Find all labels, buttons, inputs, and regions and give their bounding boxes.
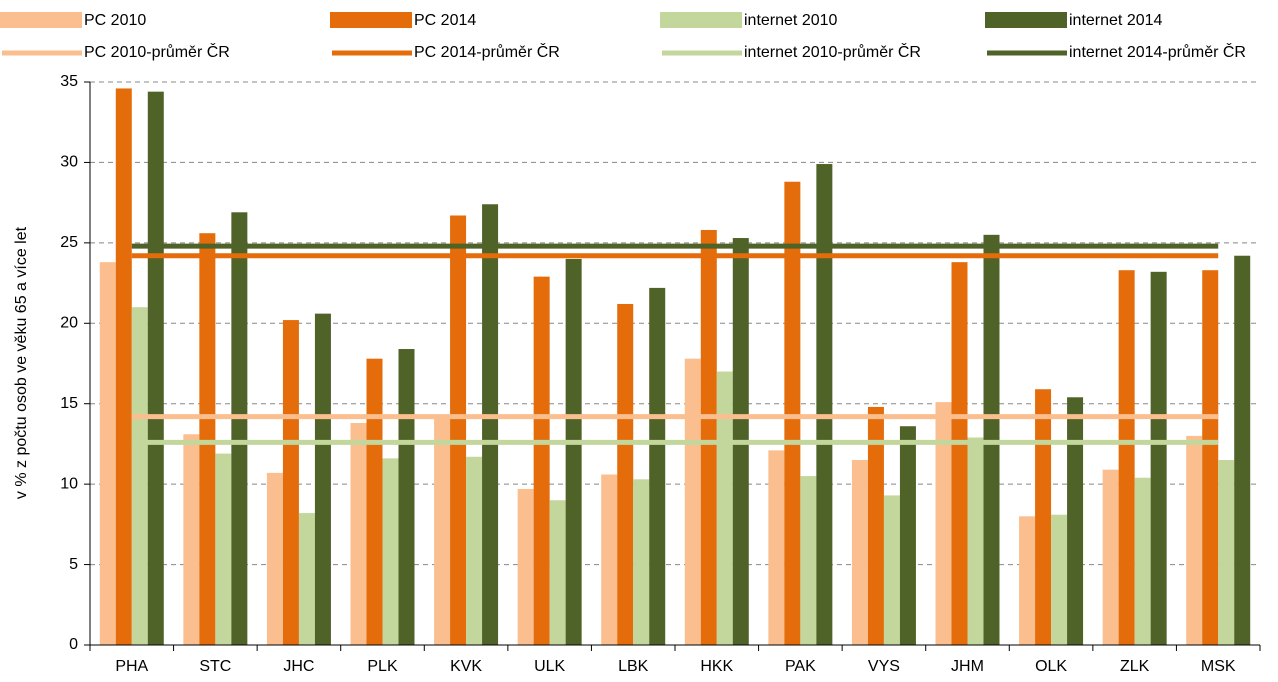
bar [967,437,984,645]
x-tick-label: PHA [115,658,148,675]
bar [816,164,833,645]
bar [398,349,415,645]
bar [266,472,283,645]
bar [1150,271,1167,645]
bar [517,488,534,645]
bar [450,215,467,646]
bar [1234,255,1251,645]
y-tick-label: 35 [60,73,78,90]
bar [1051,514,1068,645]
bar [131,307,148,645]
bar [617,303,634,645]
x-tick-label: LBK [618,658,649,675]
bar [99,262,116,645]
bar [434,414,451,645]
bar [951,262,968,645]
bar [565,258,582,645]
y-tick-label: 10 [60,475,78,492]
bar [231,212,248,645]
legend-label: PC 2010-průměr ČR [84,42,230,61]
legend-label: internet 2014-průměr ČR [1069,42,1246,61]
x-tick-label: STC [199,658,231,675]
bar [298,513,315,645]
x-tick-label: VYS [868,658,900,675]
x-tick-label: PAK [785,658,816,675]
bar [382,458,399,645]
bar [199,233,216,645]
bar [899,426,916,645]
y-tick-label: 30 [60,154,78,171]
legend-label: internet 2010-průměr ČR [744,42,921,61]
y-tick-label: 5 [69,556,78,573]
bar [935,402,952,645]
bar [1118,270,1135,645]
bar [1067,397,1084,645]
bar [867,406,884,645]
legend-label: internet 2010 [744,12,838,29]
y-tick-label: 15 [60,395,78,412]
x-tick-label: KVK [450,658,482,675]
bar [147,91,164,645]
bar [800,476,817,645]
legend-swatch [330,12,412,28]
bar [883,495,900,645]
bar [1218,460,1235,645]
bar [649,287,666,645]
bar [183,434,200,645]
bar [482,204,499,645]
bar [215,453,232,645]
legend-swatch [985,12,1067,28]
bar [1019,516,1036,645]
x-tick-label: ULK [534,658,565,675]
bar [1035,389,1052,645]
bar [466,456,483,645]
bar [700,229,717,645]
legend-swatch [0,12,82,28]
y-tick-label: 0 [69,636,78,653]
bar [768,450,785,645]
bar [784,181,801,645]
bar [716,371,733,645]
bar [633,479,650,645]
x-tick-label: JHM [951,658,984,675]
bar [314,313,331,645]
bar [533,276,550,645]
legend-swatch [660,12,742,28]
bar [282,320,299,645]
y-axis-label: v % z počtu osob ve věku 65 a více let [13,226,30,499]
x-tick-label: OLK [1035,658,1067,675]
bar [1202,270,1219,645]
bar [851,460,868,645]
legend-label: PC 2014-průměr ČR [414,42,560,61]
legend-label: internet 2014 [1069,12,1163,29]
x-tick-label: JHC [283,658,314,675]
bar [1134,477,1151,645]
bar [549,500,566,645]
bar [115,88,132,646]
legend-label: PC 2010 [84,12,146,29]
bar [1102,469,1119,645]
bar [366,358,383,645]
legend-label: PC 2014 [414,12,476,29]
x-tick-label: MSK [1201,658,1236,675]
bar [1186,435,1203,645]
y-tick-label: 20 [60,315,78,332]
x-tick-label: PLK [367,658,398,675]
bar [350,423,367,645]
y-tick-label: 25 [60,234,78,251]
x-tick-label: HKK [700,658,733,675]
bar [601,474,618,645]
bar [684,358,701,645]
x-tick-label: ZLK [1120,658,1150,675]
